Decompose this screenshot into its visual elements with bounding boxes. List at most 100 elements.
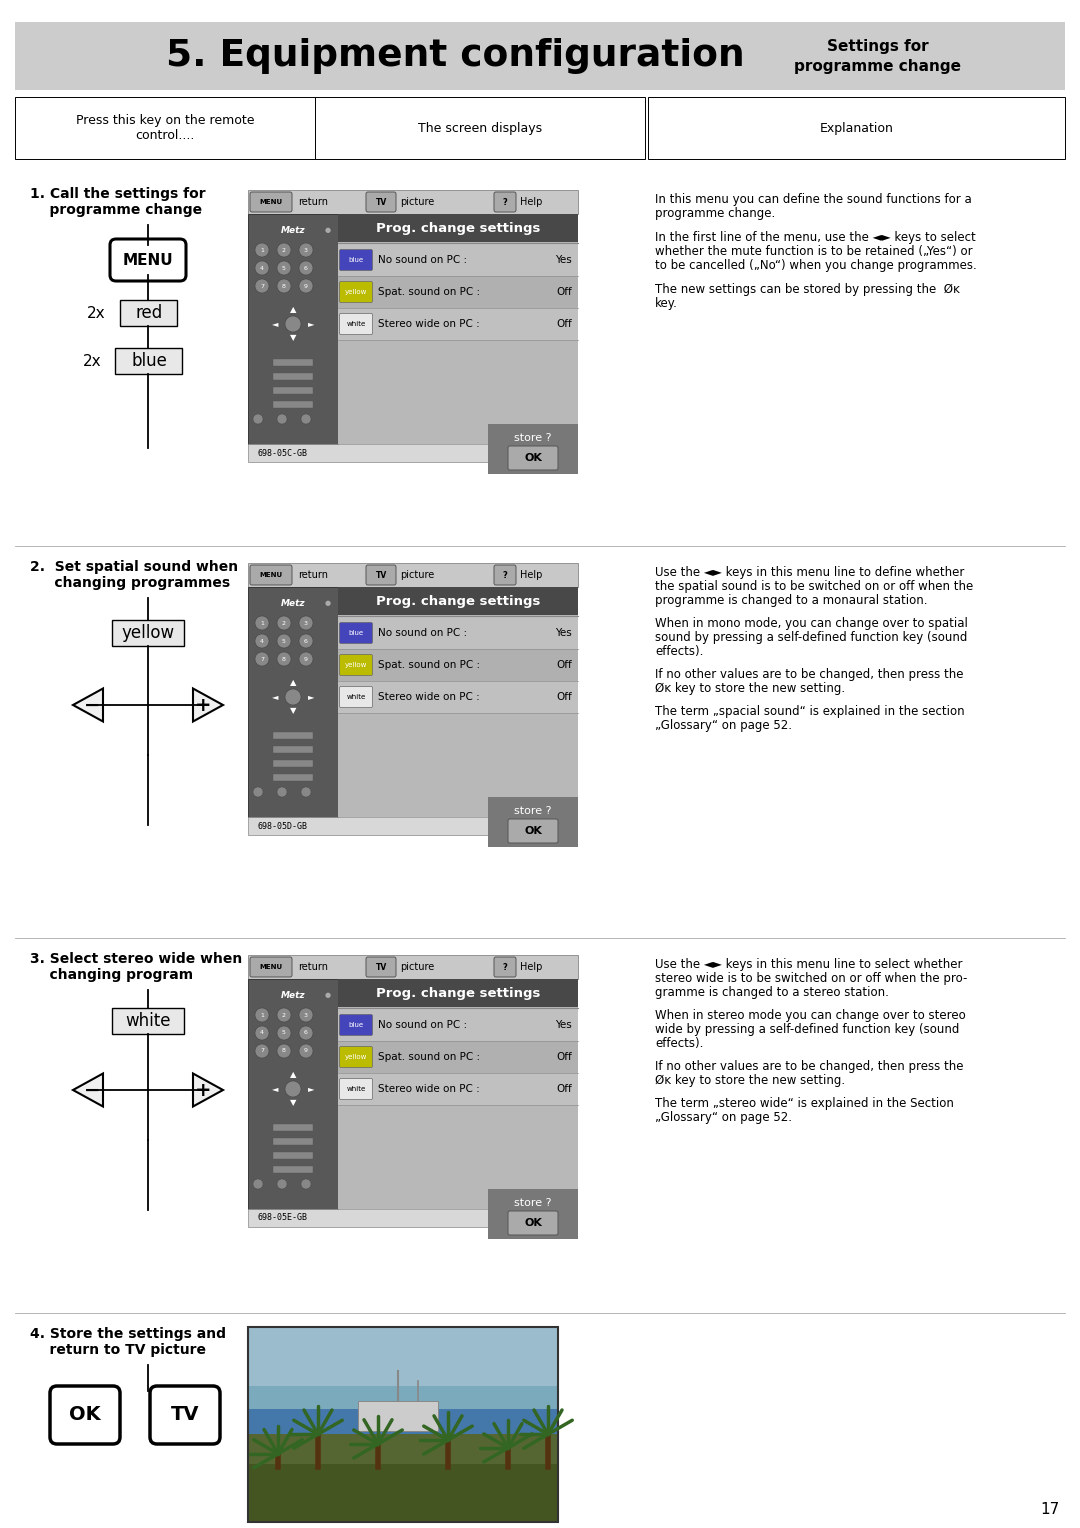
Text: to be cancelled („No“) when you change programmes.: to be cancelled („No“) when you change p… [654, 260, 976, 272]
FancyBboxPatch shape [494, 193, 516, 212]
Text: yellow: yellow [345, 289, 367, 295]
Text: Yes: Yes [555, 628, 572, 639]
Text: +: + [195, 1080, 212, 1100]
Bar [15, 96, 315, 159]
Text: Help: Help [519, 570, 542, 581]
Text: ●: ● [325, 228, 332, 232]
Polygon shape [73, 689, 103, 721]
Text: In the first line of the menu, use the ◄► keys to select: In the first line of the menu, use the ◄… [654, 231, 975, 244]
Text: OK: OK [524, 1218, 542, 1229]
Text: When in stereo mode you can change over to stereo: When in stereo mode you can change over … [654, 1008, 966, 1022]
Text: Spat. sound on PC :: Spat. sound on PC : [378, 287, 481, 296]
FancyBboxPatch shape [249, 957, 292, 976]
Text: TV: TV [171, 1406, 199, 1424]
Bar [273, 1125, 313, 1131]
Bar [338, 1008, 578, 1041]
Text: ◄: ◄ [272, 319, 279, 329]
Circle shape [255, 243, 269, 257]
Text: programme is changed to a monaural station.: programme is changed to a monaural stati… [654, 594, 928, 607]
FancyBboxPatch shape [339, 249, 373, 270]
Text: TV: TV [376, 570, 387, 579]
Text: No sound on PC :: No sound on PC : [378, 628, 468, 639]
Text: white: white [347, 694, 366, 700]
Text: yellow: yellow [345, 1054, 367, 1060]
Text: TV: TV [376, 197, 387, 206]
Text: effects).: effects). [654, 645, 703, 659]
Text: MENU: MENU [123, 252, 173, 267]
Circle shape [276, 1008, 291, 1022]
Bar [357, 1401, 438, 1432]
Text: picture: picture [400, 963, 434, 972]
Polygon shape [193, 1074, 222, 1106]
Text: return: return [298, 197, 328, 206]
Bar [248, 214, 338, 445]
Bar [338, 979, 578, 1007]
Text: Help: Help [519, 197, 542, 206]
Text: „Glossary“ on page 52.: „Glossary“ on page 52. [654, 1111, 792, 1125]
Bar [273, 1166, 313, 1174]
FancyBboxPatch shape [508, 446, 558, 471]
Bar [248, 1409, 558, 1444]
Text: changing program: changing program [30, 969, 193, 983]
Text: 4. Store the settings and: 4. Store the settings and [30, 1326, 226, 1342]
FancyBboxPatch shape [339, 1079, 373, 1100]
Text: 7: 7 [260, 1048, 264, 1053]
Bar [338, 617, 578, 649]
Text: 9: 9 [303, 657, 308, 662]
FancyBboxPatch shape [494, 565, 516, 585]
Text: The screen displays: The screen displays [418, 122, 542, 134]
Text: programme change: programme change [795, 58, 961, 73]
Text: Settings for: Settings for [827, 38, 929, 53]
Text: return: return [298, 570, 328, 581]
Bar [338, 244, 578, 277]
Text: ?: ? [502, 197, 508, 206]
Bar [248, 955, 578, 979]
Text: Off: Off [556, 692, 572, 701]
Bar [248, 1326, 558, 1386]
Text: −: − [84, 1080, 100, 1100]
Text: Yes: Yes [555, 1021, 572, 1030]
Circle shape [301, 787, 311, 798]
Circle shape [276, 616, 291, 630]
Bar [273, 746, 313, 753]
Bar [273, 373, 313, 380]
Bar [273, 775, 313, 781]
Bar [15, 21, 1065, 90]
FancyBboxPatch shape [494, 957, 516, 976]
Text: The new settings can be stored by pressing the  Øᴋ: The new settings can be stored by pressi… [654, 283, 960, 296]
Circle shape [301, 414, 311, 423]
Text: picture: picture [400, 197, 434, 206]
Bar [338, 979, 578, 1209]
Circle shape [255, 1008, 269, 1022]
Bar [114, 348, 183, 374]
Text: 6: 6 [305, 639, 308, 643]
Bar [338, 587, 578, 614]
Text: ▲: ▲ [289, 306, 296, 315]
Circle shape [253, 414, 264, 423]
Bar [338, 309, 578, 341]
Text: 2: 2 [282, 620, 286, 625]
Bar [648, 96, 1065, 159]
Text: Yes: Yes [555, 255, 572, 264]
Text: Press this key on the remote
control....: Press this key on the remote control.... [76, 115, 254, 142]
Text: 5: 5 [282, 1030, 286, 1036]
Bar [338, 1105, 578, 1209]
Bar [248, 1326, 558, 1424]
Text: In this menu you can define the sound functions for a: In this menu you can define the sound fu… [654, 193, 972, 206]
Circle shape [299, 652, 313, 666]
Bar [248, 979, 338, 1209]
FancyBboxPatch shape [366, 957, 396, 976]
Text: OK: OK [524, 827, 542, 836]
Text: When in mono mode, you can change over to spatial: When in mono mode, you can change over t… [654, 617, 968, 630]
Text: key.: key. [654, 296, 678, 310]
Text: 698-05E-GB: 698-05E-GB [258, 1213, 308, 1222]
Text: Stereo wide on PC :: Stereo wide on PC : [378, 1083, 480, 1094]
Bar [488, 798, 578, 847]
Text: blue: blue [349, 257, 364, 263]
Text: picture: picture [400, 570, 434, 581]
FancyBboxPatch shape [366, 193, 396, 212]
Text: 8: 8 [282, 1048, 286, 1053]
FancyBboxPatch shape [50, 1386, 120, 1444]
Bar [248, 1435, 558, 1522]
Text: Øᴋ key to store the new setting.: Øᴋ key to store the new setting. [654, 681, 846, 695]
